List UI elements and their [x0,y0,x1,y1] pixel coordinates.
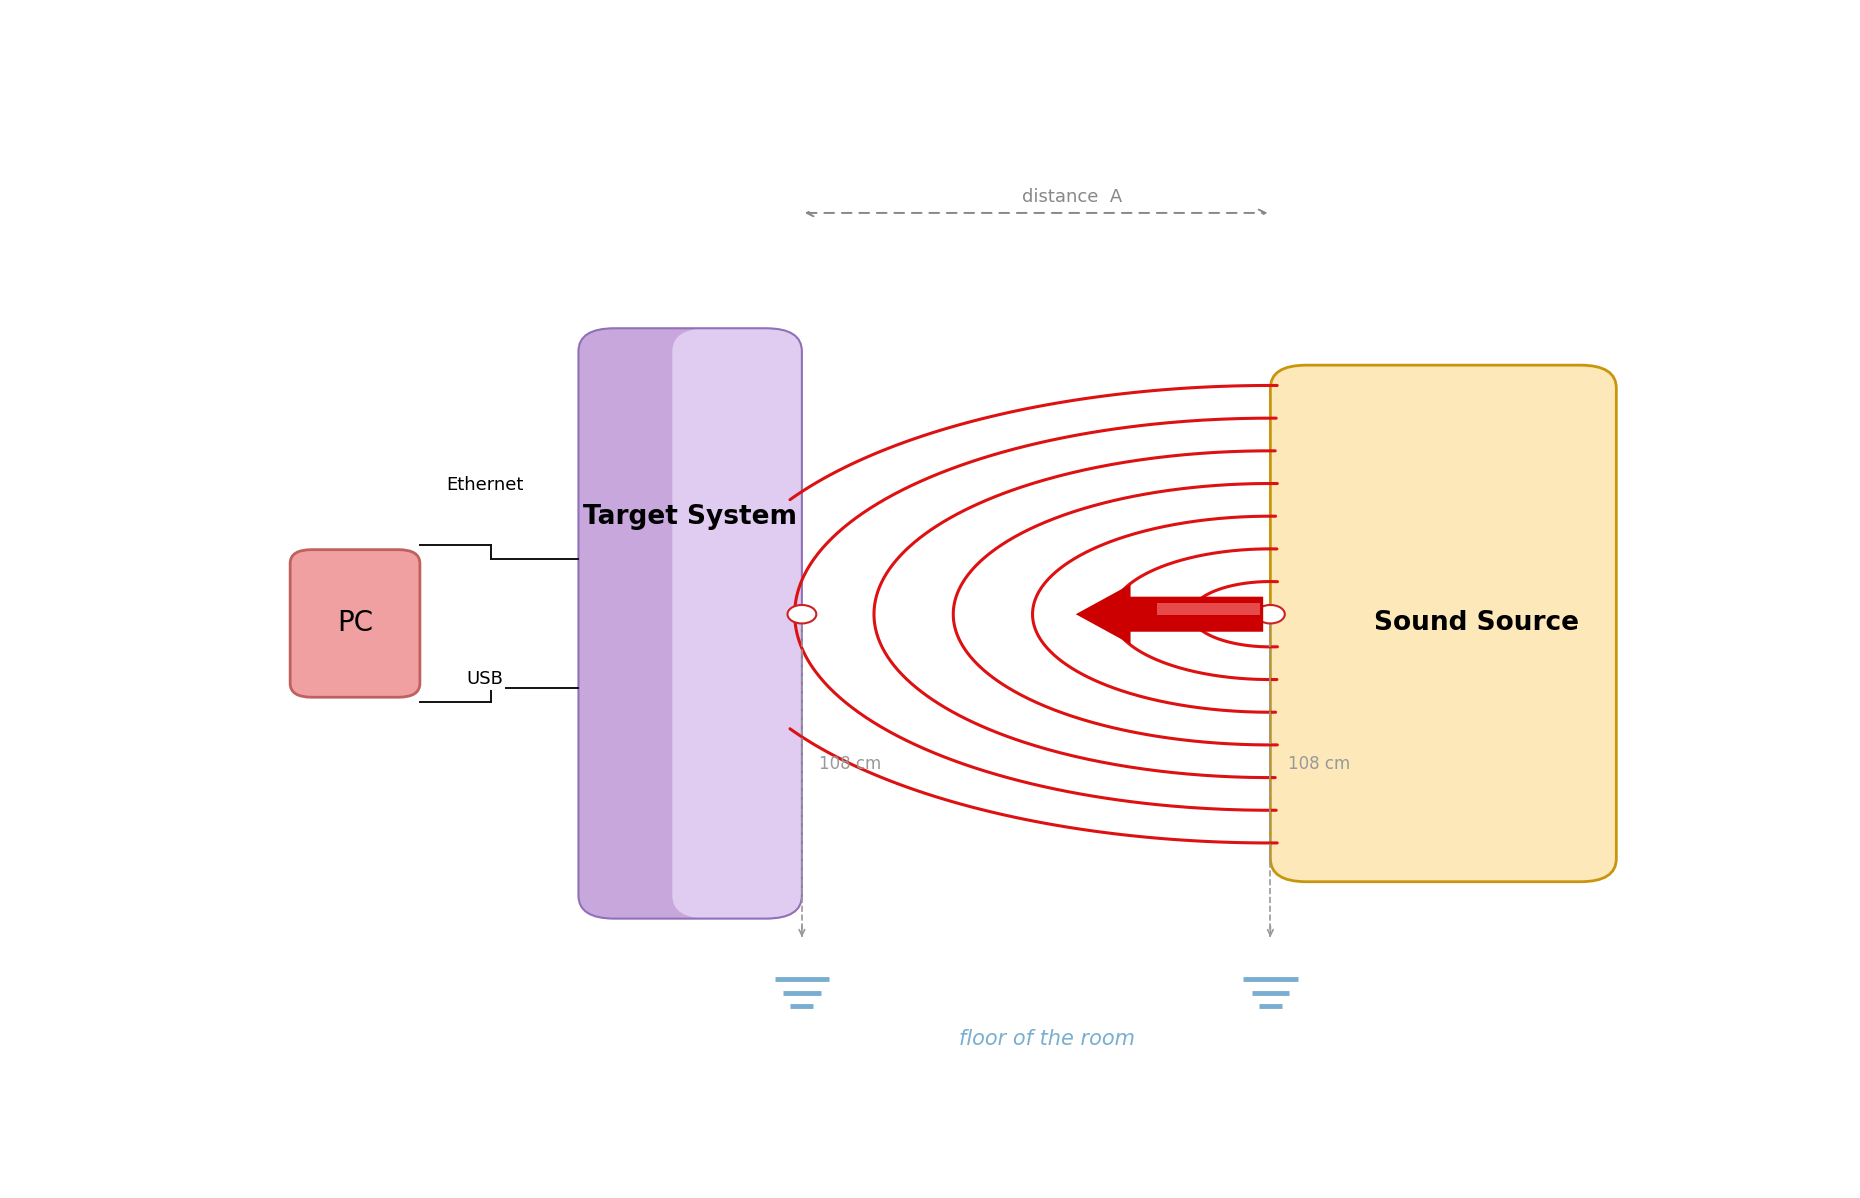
Text: 108 cm: 108 cm [818,755,882,773]
FancyBboxPatch shape [290,550,420,697]
Text: 108 cm: 108 cm [1287,755,1350,773]
Text: floor of the room: floor of the room [960,1029,1135,1049]
FancyArrow shape [1157,603,1261,615]
FancyArrow shape [1075,585,1263,645]
FancyBboxPatch shape [578,328,802,919]
Text: PC: PC [337,610,374,637]
Text: Sound Source: Sound Source [1375,611,1579,636]
Circle shape [787,605,817,623]
Circle shape [1256,605,1285,623]
Text: Target System: Target System [584,504,798,531]
FancyBboxPatch shape [1270,365,1616,882]
Text: Ethernet: Ethernet [446,476,523,494]
Text: distance  A: distance A [1021,188,1122,206]
Text: USB: USB [467,670,504,688]
FancyBboxPatch shape [671,328,802,919]
